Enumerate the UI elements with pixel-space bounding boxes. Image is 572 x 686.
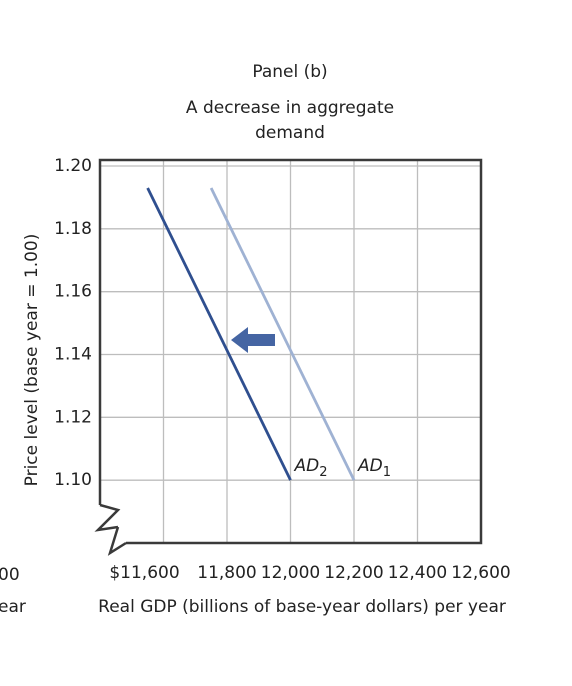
chart-title: Panel (b): [252, 62, 327, 82]
cropped-text: 00: [0, 565, 20, 585]
series-subscript: 1: [383, 465, 391, 480]
x-tick-label: 12,400: [388, 563, 447, 583]
cropped-text: ear: [0, 597, 26, 617]
y-tick-label: 1.18: [54, 219, 92, 239]
series-name: AD: [357, 456, 383, 476]
plot-frame: [98, 158, 483, 545]
series-label: AD1: [357, 456, 391, 480]
x-tick-label: 11,800: [197, 563, 256, 583]
axis-break: [94, 503, 121, 532]
x-axis-label: Real GDP (billions of base-year dollars)…: [98, 597, 506, 617]
y-tick-label: 1.10: [54, 470, 92, 490]
ad-line: [209, 187, 356, 481]
y-axis-label: Price level (base year = 1.00): [22, 234, 42, 487]
series-label: AD2: [294, 456, 328, 480]
series-subscript: 2: [319, 465, 327, 480]
series-name: AD: [294, 456, 320, 476]
chart-subtitle: A decrease in aggregate: [186, 98, 394, 118]
y-tick-label: 1.14: [54, 345, 92, 365]
x-tick-label: $11,600: [109, 563, 179, 583]
x-tick-label: 12,000: [261, 563, 320, 583]
x-tick-label: 12,200: [324, 563, 383, 583]
y-tick-label: 1.12: [54, 407, 92, 427]
chart-subtitle: demand: [255, 123, 325, 143]
y-tick-label: 1.20: [54, 156, 92, 176]
shift-arrow: [231, 327, 275, 353]
x-tick-label: 12,600: [451, 563, 510, 583]
ad-line: [146, 187, 292, 481]
axis-break: [107, 526, 127, 556]
y-tick-label: 1.16: [54, 282, 92, 302]
